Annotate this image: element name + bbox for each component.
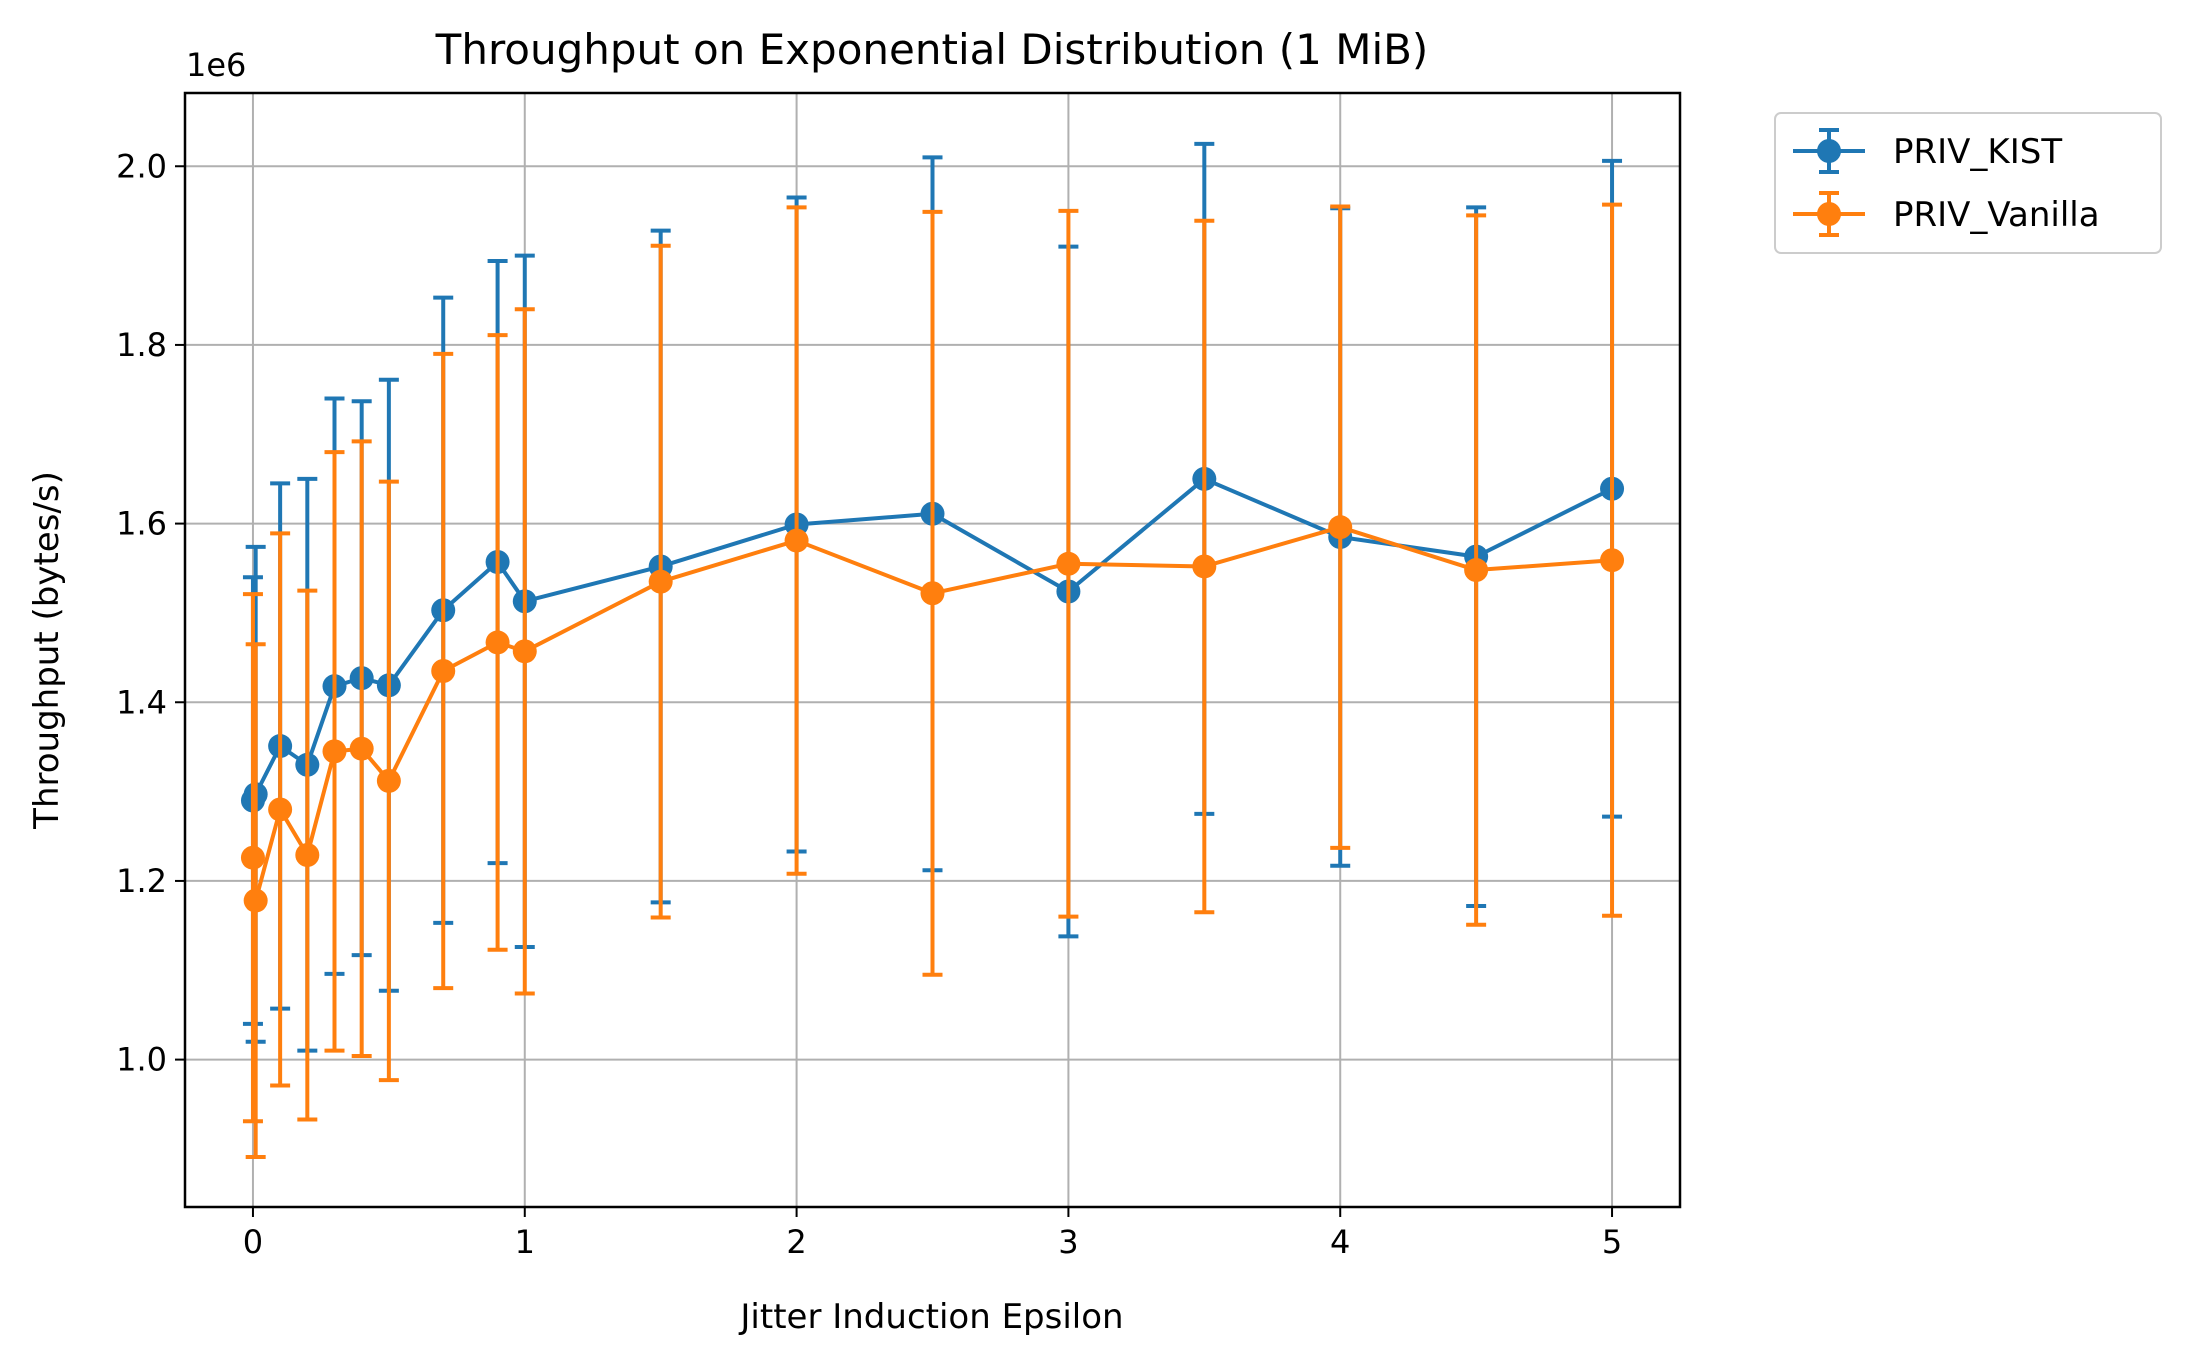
data-point xyxy=(1192,554,1217,579)
data-point xyxy=(1600,548,1625,573)
x-tick-label: 3 xyxy=(1058,1223,1078,1261)
data-point xyxy=(268,797,293,822)
x-tick-label: 2 xyxy=(786,1223,806,1261)
x-tick-label: 0 xyxy=(243,1223,263,1261)
data-point xyxy=(1328,515,1353,540)
y-tick-label: 1.2 xyxy=(116,862,167,900)
x-tick-label: 4 xyxy=(1330,1223,1350,1261)
data-point xyxy=(1056,551,1081,576)
series-PRIV_Vanilla xyxy=(240,202,1625,1159)
legend-label: PRIV_Vanilla xyxy=(1893,195,2100,235)
y-tick-label: 1.6 xyxy=(116,505,167,543)
data-point xyxy=(784,528,809,553)
data-point xyxy=(295,843,320,868)
legend: PRIV_KIST PRIV_Vanilla xyxy=(1774,112,2162,254)
data-point xyxy=(431,658,456,683)
y-tick-label: 1.8 xyxy=(116,326,167,364)
y-tick-label: 1.0 xyxy=(116,1041,167,1079)
legend-label: PRIV_KIST xyxy=(1893,132,2062,172)
plot-frame xyxy=(183,91,1682,1209)
x-axis-label: Jitter Induction Epsilon xyxy=(738,1297,1123,1337)
x-tick-label: 1 xyxy=(515,1223,535,1261)
axis-ticks: 0 1 2 3 4 5 1.0 1.2 1.4 1.6 1.8 2.0 xyxy=(116,147,1622,1261)
legend-marker xyxy=(1817,139,1841,163)
data-point xyxy=(240,845,265,870)
y-axis-label: Throughput (bytes/s) xyxy=(27,471,67,830)
data-point xyxy=(920,581,945,606)
y-tick-label: 1.4 xyxy=(116,683,167,721)
data-point xyxy=(322,739,347,764)
series-layer xyxy=(240,141,1625,1159)
data-point xyxy=(512,639,537,664)
data-point xyxy=(648,569,673,594)
data-point xyxy=(349,736,374,761)
chart-title: Throughput on Exponential Distribution (… xyxy=(435,25,1429,74)
x-tick-label: 5 xyxy=(1602,1223,1622,1261)
legend-frame xyxy=(1774,112,2162,254)
data-point xyxy=(485,630,510,655)
y-offset-label: 1e6 xyxy=(186,46,246,84)
y-tick-label: 2.0 xyxy=(116,147,167,185)
data-point xyxy=(376,768,401,793)
data-point xyxy=(243,888,268,913)
data-point xyxy=(1464,558,1489,583)
legend-marker xyxy=(1817,202,1841,226)
